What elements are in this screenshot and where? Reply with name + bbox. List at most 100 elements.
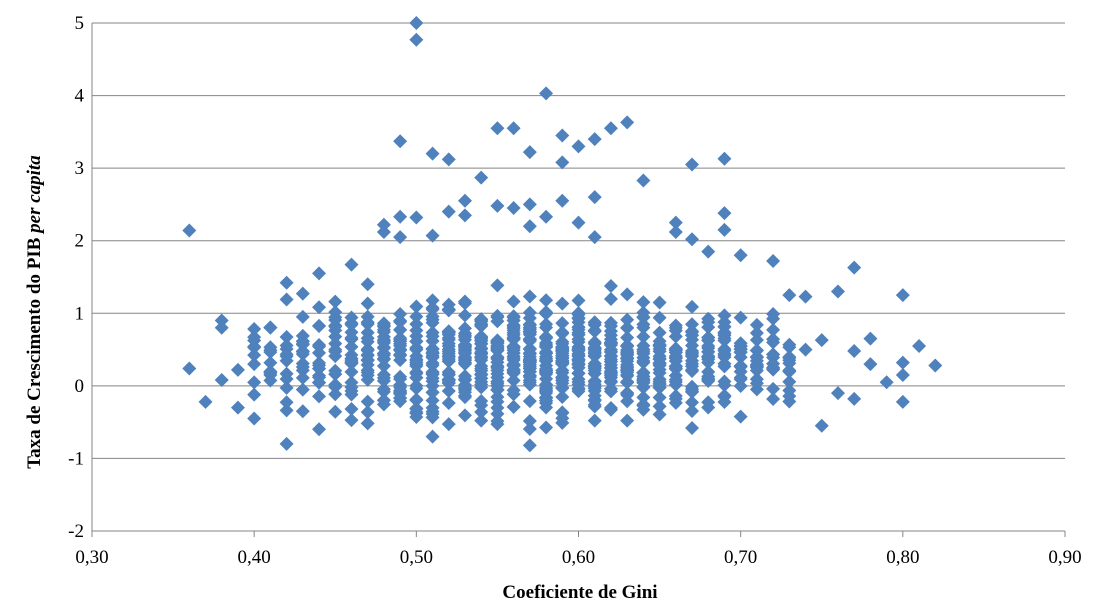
data-point (490, 121, 505, 136)
data-point (376, 340, 391, 355)
data-point (652, 325, 667, 340)
x-tick-label: 0,40 (238, 547, 271, 568)
data-point (555, 380, 570, 395)
data-point (279, 436, 294, 451)
data-point (522, 422, 537, 437)
data-point (409, 342, 424, 357)
data-point (685, 299, 700, 314)
data-point (474, 413, 489, 428)
data-point (717, 315, 732, 330)
data-point (539, 306, 554, 321)
data-point (312, 358, 327, 373)
data-point (701, 364, 716, 379)
data-point (749, 343, 764, 358)
data-point (668, 318, 683, 333)
data-point (312, 389, 327, 404)
data-point (685, 347, 700, 362)
data-point (376, 359, 391, 374)
data-point (766, 322, 781, 337)
data-point (457, 369, 472, 384)
data-point (295, 309, 310, 324)
data-point (441, 204, 456, 219)
data-point (587, 388, 602, 403)
data-point (474, 361, 489, 376)
data-point (522, 354, 537, 369)
y-tick-label: 3 (75, 158, 85, 179)
data-point (555, 363, 570, 378)
data-point (522, 414, 537, 429)
data-point (279, 395, 294, 410)
data-point (506, 383, 521, 398)
data-point (393, 307, 408, 322)
data-point (668, 225, 683, 240)
data-point (263, 364, 278, 379)
data-point (847, 391, 862, 406)
y-tick-label: 4 (75, 86, 85, 107)
data-point (522, 320, 537, 335)
data-point (425, 146, 440, 161)
data-point (360, 334, 375, 349)
data-point (603, 121, 618, 136)
data-point (441, 383, 456, 398)
data-point (474, 350, 489, 365)
data-point (555, 353, 570, 368)
data-point (749, 357, 764, 372)
data-point (457, 193, 472, 208)
data-point (230, 362, 245, 377)
data-point (506, 339, 521, 354)
data-point (360, 416, 375, 431)
data-point (620, 321, 635, 336)
data-point (652, 337, 667, 352)
data-point (214, 373, 229, 388)
data-point (733, 339, 748, 354)
data-point (555, 193, 570, 208)
data-point (376, 225, 391, 240)
data-point (587, 315, 602, 330)
data-point (360, 394, 375, 409)
data-point (295, 404, 310, 419)
data-point (490, 374, 505, 389)
data-point (636, 320, 651, 335)
data-point (263, 320, 278, 335)
data-point (457, 355, 472, 370)
data-point (701, 395, 716, 410)
data-point (749, 325, 764, 340)
data-point (441, 372, 456, 387)
data-point (344, 339, 359, 354)
data-point (490, 400, 505, 415)
data-point (360, 368, 375, 383)
data-point (247, 333, 262, 348)
x-tick-label: 0,60 (562, 547, 595, 568)
data-point (863, 357, 878, 372)
data-point (766, 332, 781, 347)
data-point (441, 354, 456, 369)
data-point (457, 208, 472, 223)
data-point (555, 296, 570, 311)
data-point (295, 370, 310, 385)
data-point (539, 317, 554, 332)
data-point (522, 394, 537, 409)
data-point (522, 377, 537, 392)
data-point (571, 215, 586, 230)
data-point (263, 340, 278, 355)
data-point (506, 331, 521, 346)
data-point (587, 413, 602, 428)
data-point (393, 353, 408, 368)
y-axis-title-italic: per capita (24, 155, 45, 235)
data-point (457, 408, 472, 423)
data-point (441, 395, 456, 410)
data-point (749, 382, 764, 397)
data-point (814, 333, 829, 348)
data-point (474, 170, 489, 185)
data-point (555, 316, 570, 331)
data-point (312, 319, 327, 334)
data-point (295, 286, 310, 301)
data-point (652, 310, 667, 325)
data-point (603, 360, 618, 375)
x-tick-label: 0,90 (1048, 547, 1081, 568)
data-point (879, 375, 894, 390)
data-point (328, 344, 343, 359)
y-tick-label: 2 (75, 231, 85, 252)
data-point (555, 389, 570, 404)
data-point (506, 373, 521, 388)
